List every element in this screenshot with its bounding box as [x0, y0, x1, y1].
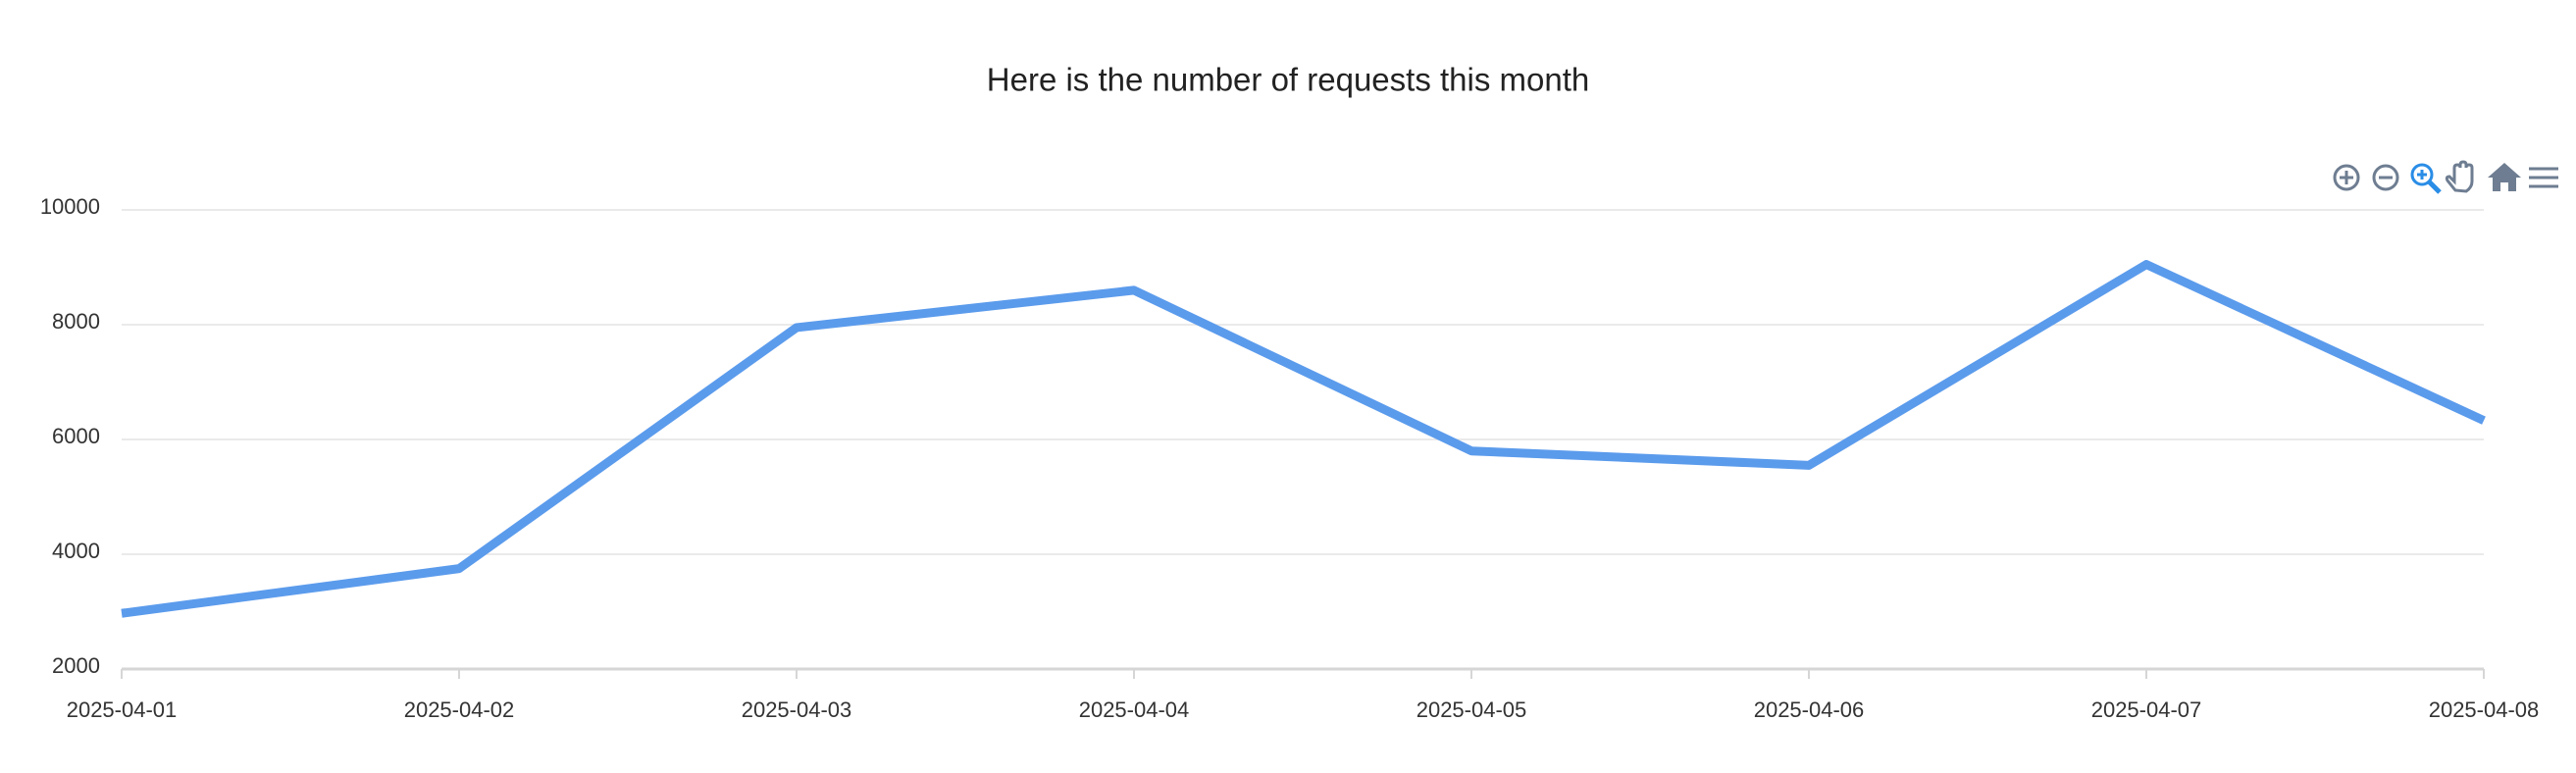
reset-button[interactable]	[2488, 163, 2521, 191]
y-tick-label: 8000	[52, 309, 100, 334]
y-tick-label: 6000	[52, 424, 100, 448]
x-tick-label: 2025-04-08	[2429, 697, 2540, 722]
menu-button[interactable]	[2529, 167, 2558, 188]
x-tick-label: 2025-04-04	[1079, 697, 1190, 722]
chart-title: Here is the number of requests this mont…	[987, 62, 1589, 98]
y-tick-label: 2000	[52, 653, 100, 678]
x-tick-label: 2025-04-05	[1417, 697, 1527, 722]
pan-button[interactable]	[2445, 160, 2474, 193]
y-tick-label: 10000	[40, 194, 100, 219]
x-tick-label: 2025-04-03	[742, 697, 852, 722]
toolbar	[2333, 160, 2558, 194]
x-tick-label: 2025-04-01	[67, 697, 178, 722]
y-tick-label: 4000	[52, 539, 100, 563]
series-line	[121, 260, 2486, 618]
selection-zoom-button[interactable]	[2410, 163, 2442, 194]
zoom-in-button[interactable]	[2333, 164, 2360, 191]
x-tick-label: 2025-04-07	[2091, 697, 2202, 722]
x-tick-label: 2025-04-02	[404, 697, 515, 722]
zoom-out-button[interactable]	[2372, 164, 2399, 191]
x-tick-label: 2025-04-06	[1754, 697, 1865, 722]
